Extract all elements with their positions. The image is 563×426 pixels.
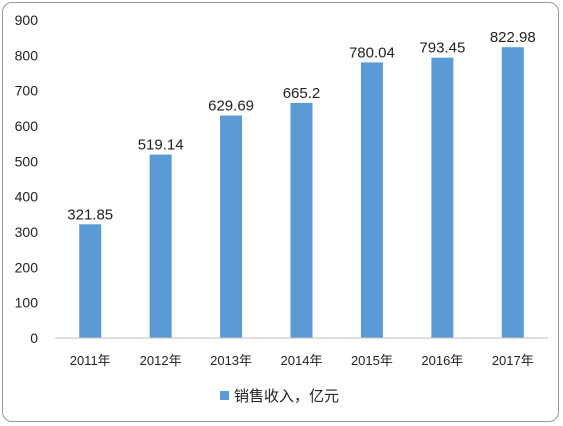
y-tick-label: 400 [15,189,39,205]
data-label: 822.98 [490,29,536,46]
y-tick-label: 500 [15,153,39,169]
data-label: 793.45 [419,40,465,57]
data-label: 321.85 [67,206,113,223]
data-label: 519.14 [138,137,184,154]
y-tick-label: 0 [30,330,38,346]
y-tick-label: 600 [15,118,39,134]
bar [220,115,243,338]
data-labels: 321.85 519.14 629.69 665.2 780.04 793.45 822.9… [67,29,535,223]
y-tick-label: 700 [15,83,39,99]
y-tick-label: 300 [15,224,39,240]
x-tick-label: 2014年 [281,353,323,368]
data-label: 665.2 [283,85,321,102]
bar [149,154,172,338]
x-tick-label: 2016年 [421,353,463,368]
x-tick-label: 2015年 [351,353,393,368]
bars-group [79,47,524,339]
bar [501,47,524,338]
bar [360,62,383,339]
bar [79,224,102,338]
y-tick-label: 800 [15,47,39,63]
legend-label: 销售收入，亿元 [234,388,339,405]
x-tick-label: 2017年 [492,353,534,368]
x-tick-label: 2013年 [210,353,252,368]
data-label: 780.04 [349,44,395,61]
x-tick-label: 2012年 [140,353,182,368]
chart-frame [2,2,559,422]
legend-swatch [220,391,229,400]
y-axis-ticks: 0 100 200 300 400 500 600 700 800 900 [15,12,39,346]
y-tick-label: 200 [15,259,39,275]
y-tick-label: 900 [15,12,39,28]
legend: 销售收入，亿元 [220,388,339,405]
y-tick-label: 100 [15,295,39,311]
x-axis-categories: 2011年 2012年 2013年 2014年 2015年 2016年 2017年 [70,353,534,368]
data-label: 629.69 [208,98,254,115]
bar [290,102,313,338]
bar [431,57,454,338]
x-tick-label: 2011年 [70,353,111,368]
